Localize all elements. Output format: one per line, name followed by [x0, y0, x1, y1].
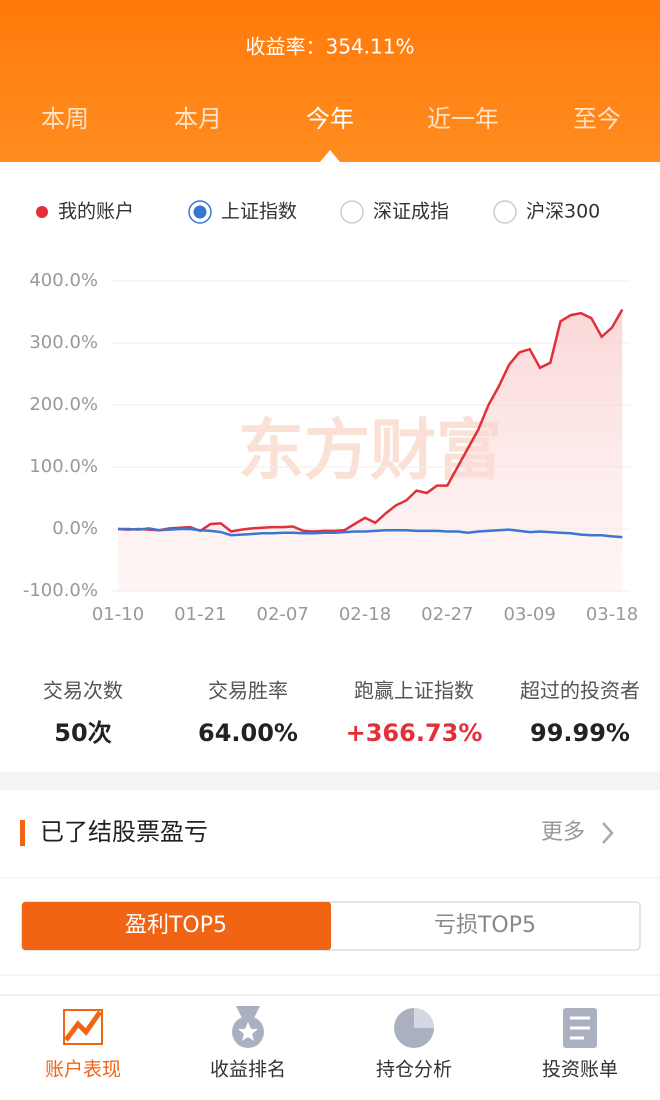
- section-marker: [20, 820, 25, 846]
- tab[interactable]: 本周: [41, 105, 89, 133]
- x-tick-label: 03-18: [586, 604, 638, 625]
- tab[interactable]: 至今: [573, 105, 621, 133]
- header-bg: [0, 0, 660, 162]
- nav-label[interactable]: 账户表现: [45, 1059, 121, 1081]
- y-tick-label: -100.0%: [23, 580, 98, 601]
- nav-icon[interactable]: [63, 1009, 103, 1045]
- x-tick-label: 01-21: [174, 604, 226, 625]
- toggle-active[interactable]: [22, 902, 331, 950]
- stat-value: 50次: [54, 719, 111, 747]
- stat-label: 交易胜率: [208, 679, 288, 703]
- more-link[interactable]: 更多: [541, 820, 585, 845]
- active-tab-pointer: [320, 150, 340, 162]
- stat-value: +366.73%: [346, 719, 483, 747]
- legend-label: 我的账户: [58, 201, 134, 223]
- x-tick-label: 01-10: [92, 604, 144, 625]
- x-tick-label: 02-18: [339, 604, 391, 625]
- separator: [0, 772, 660, 790]
- stat-label: 超过的投资者: [520, 679, 640, 703]
- section-title: 已了结股票盈亏: [40, 818, 208, 846]
- chevron[interactable]: [602, 822, 614, 844]
- nav-label[interactable]: 投资账单: [542, 1059, 618, 1081]
- y-tick-label: 300.0%: [29, 332, 98, 353]
- toggle-option[interactable]: 亏损TOP5: [434, 913, 536, 938]
- area: [118, 309, 623, 591]
- nav-icon[interactable]: [394, 1008, 434, 1048]
- legend-label[interactable]: 上证指数: [221, 201, 297, 223]
- x-tick-label: 02-27: [421, 604, 473, 625]
- nav-label[interactable]: 收益排名: [210, 1059, 286, 1081]
- line: [118, 527, 623, 539]
- legend-dot: [36, 206, 48, 218]
- radio[interactable]: [340, 200, 364, 224]
- y-tick-label: 200.0%: [29, 394, 98, 415]
- stat-value: 64.00%: [198, 719, 298, 747]
- nav-bar: [0, 995, 660, 1096]
- x-tick-label: 03-09: [504, 604, 556, 625]
- legend-label[interactable]: 沪深300: [526, 201, 600, 223]
- tab[interactable]: 今年: [306, 105, 354, 133]
- toggle-option[interactable]: 盈利TOP5: [125, 913, 227, 938]
- radio[interactable]: [493, 200, 517, 224]
- y-tick-label: 400.0%: [29, 270, 98, 291]
- stat-value: 99.99%: [530, 719, 630, 747]
- tab[interactable]: 本月: [174, 105, 222, 133]
- x-tick-label: 02-07: [257, 604, 309, 625]
- y-tick-label: 100.0%: [29, 456, 98, 477]
- radio-dot[interactable]: [193, 205, 207, 219]
- return-rate: 收益率：354.11%: [246, 35, 415, 59]
- nav-icon[interactable]: [232, 1006, 264, 1048]
- stat-label: 交易次数: [43, 679, 123, 703]
- nav-label[interactable]: 持仓分析: [376, 1059, 452, 1081]
- tab[interactable]: 近一年: [427, 105, 499, 133]
- legend-label[interactable]: 深证成指: [373, 201, 449, 223]
- nav-icon[interactable]: [563, 1008, 597, 1048]
- y-tick-label: 0.0%: [52, 518, 98, 539]
- stat-label: 跑赢上证指数: [354, 679, 474, 703]
